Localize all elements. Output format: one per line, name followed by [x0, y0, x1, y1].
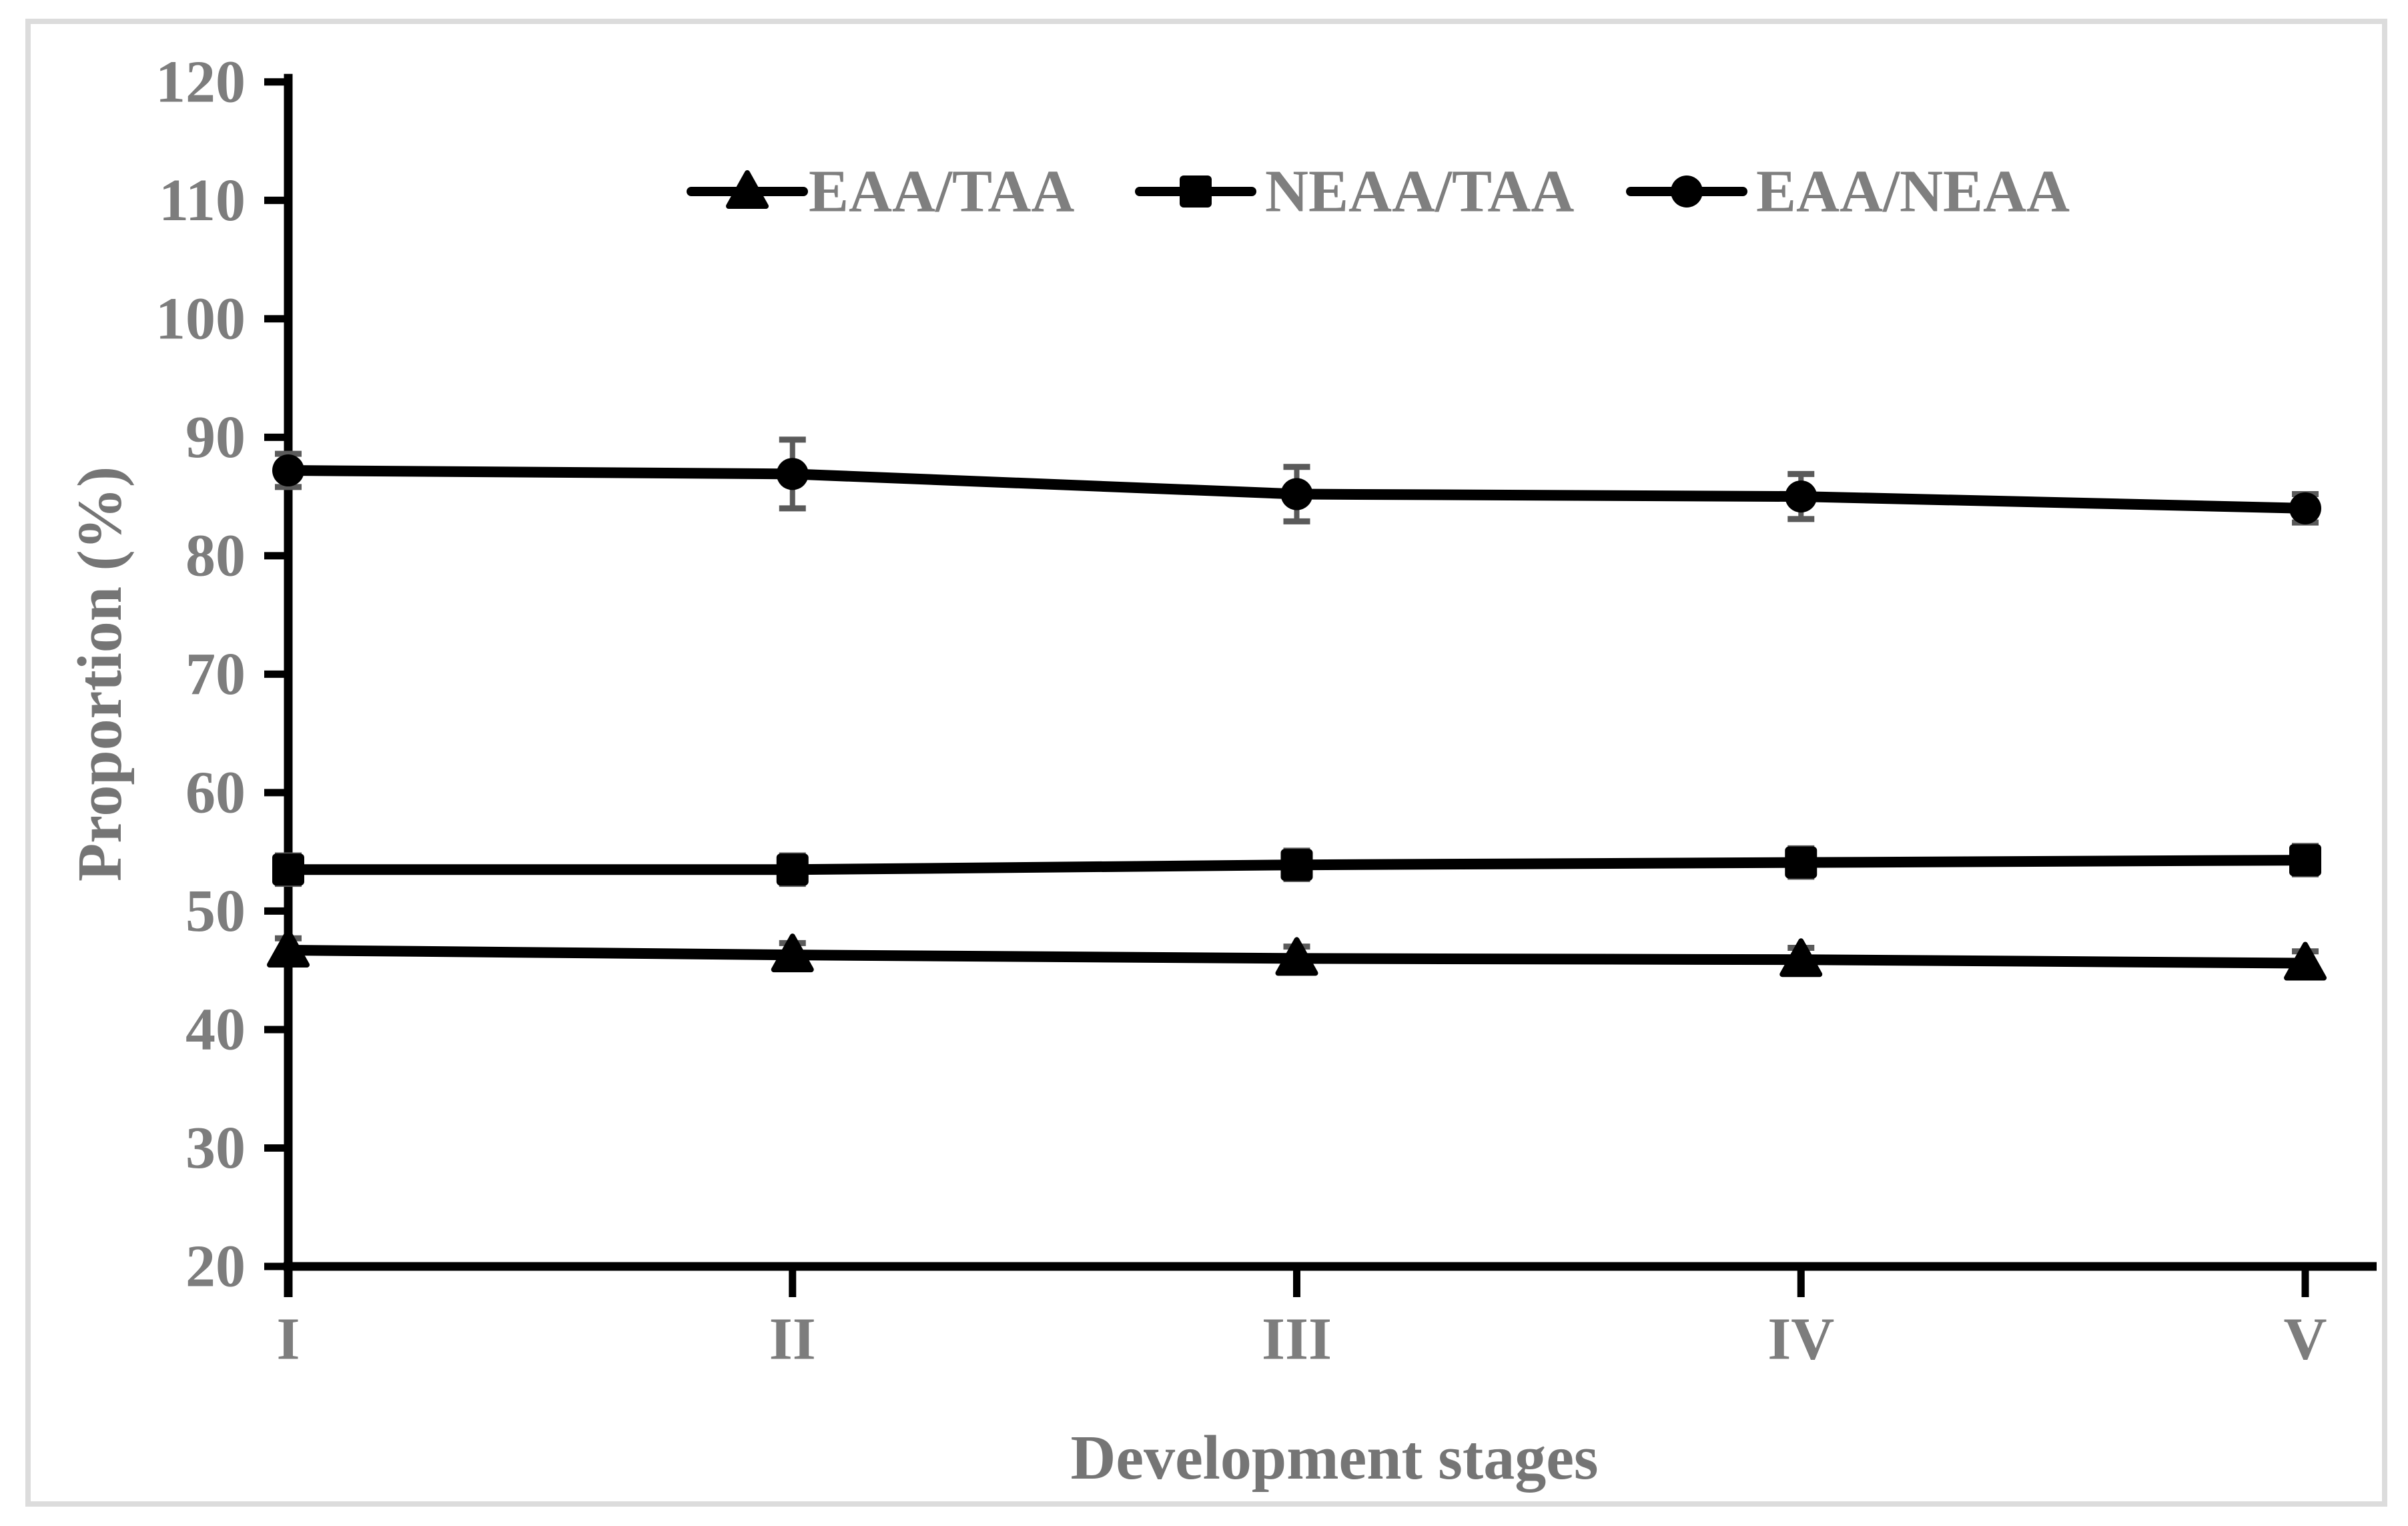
circle-marker [272, 454, 304, 487]
y-tick-label: 80 [185, 522, 246, 589]
y-axis-title: Proportion (%) [65, 466, 135, 881]
y-tick-label: 40 [185, 996, 246, 1062]
y-tick-label: 90 [185, 404, 246, 470]
square-marker [272, 853, 304, 886]
square-marker [776, 853, 809, 886]
circle-marker [1671, 175, 1703, 208]
series-eaa-neaa [272, 454, 2321, 524]
triangle-marker [771, 933, 814, 973]
y-tick-label: 50 [185, 878, 246, 944]
x-tick-label: III [1262, 1306, 1332, 1373]
triangle-marker [2284, 941, 2327, 981]
x-tick-label: II [769, 1306, 816, 1373]
legend [687, 170, 1747, 209]
y-tick-label: 110 [159, 167, 246, 234]
circle-marker [776, 458, 809, 490]
triangle-marker [726, 170, 769, 209]
error-bars-layer [275, 436, 2319, 978]
y-tick-label: 30 [185, 1115, 246, 1181]
series-neaa-taa [272, 844, 2321, 886]
y-tick-label: 100 [155, 286, 246, 352]
legend-label: EAA/NEAA [1756, 159, 2070, 225]
circle-marker [1280, 478, 1313, 510]
legend-item [1135, 175, 1256, 208]
series-eaa-taa [267, 929, 2327, 981]
y-tick-label: 120 [155, 49, 246, 115]
legend-item [687, 170, 808, 209]
square-marker [1785, 846, 1818, 879]
x-tick-label: IV [1767, 1306, 1834, 1373]
x-axis-title: Development stages [1070, 1423, 1598, 1493]
x-tick-label: I [276, 1306, 300, 1373]
triangle-marker [1275, 937, 1318, 976]
triangle-marker [1779, 938, 1823, 978]
square-marker [2289, 844, 2321, 877]
legend-item [1626, 175, 1747, 208]
square-marker [1280, 849, 1313, 881]
y-tick-label: 20 [185, 1234, 246, 1300]
legend-label: EAA/TAA [809, 159, 1074, 225]
x-tick-label: V [2284, 1306, 2327, 1373]
y-tick-label: 70 [185, 641, 246, 707]
triangle-marker [267, 929, 310, 968]
circle-marker [2289, 492, 2321, 524]
y-tick-label: 60 [185, 759, 246, 825]
square-marker [1180, 175, 1212, 208]
legend-label: NEAA/TAA [1265, 159, 1574, 225]
circle-marker [1785, 480, 1818, 513]
